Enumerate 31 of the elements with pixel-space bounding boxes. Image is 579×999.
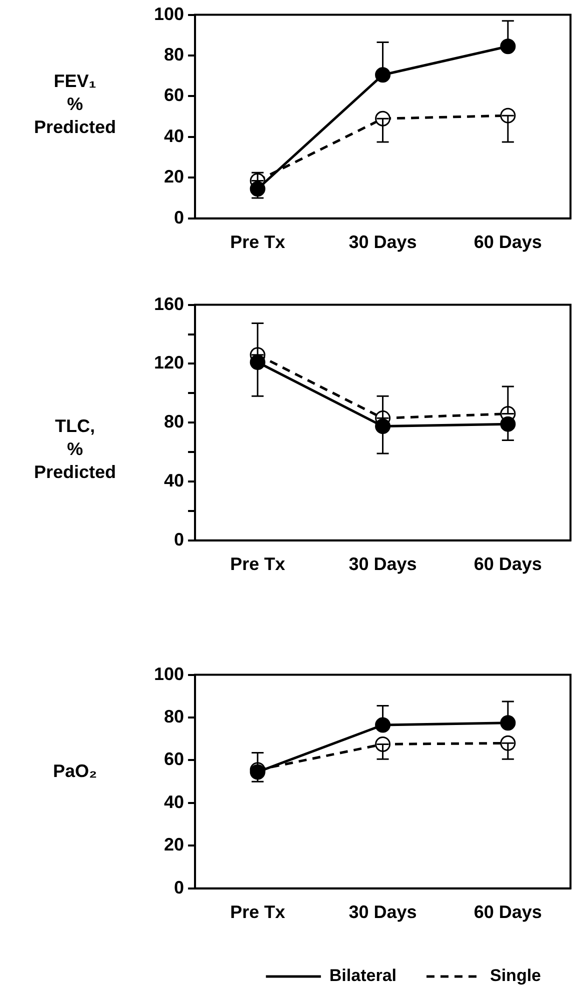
x-tick-label: 30 Days xyxy=(348,232,417,252)
y-tick-label: 80 xyxy=(164,412,184,432)
y-axis-title: FEV₁ % Predicted xyxy=(32,70,118,139)
y-tick-label: 40 xyxy=(164,792,184,812)
y-tick-label: 80 xyxy=(164,706,184,726)
x-tick-label: 60 Days xyxy=(474,232,542,252)
legend-label: Single xyxy=(490,966,542,986)
y-axis-title: TLC, % Predicted xyxy=(32,415,118,484)
x-tick-label: 30 Days xyxy=(348,554,417,574)
y-tick-label: 100 xyxy=(154,664,184,684)
x-tick-label: Pre Tx xyxy=(230,554,286,574)
y-tick-label: 120 xyxy=(154,352,184,373)
legend-label: Bilateral xyxy=(329,966,396,986)
y-tick-label: 60 xyxy=(164,749,184,770)
y-tick-label: 0 xyxy=(174,877,184,898)
y-tick-label: 60 xyxy=(164,85,184,106)
y-tick-label: 40 xyxy=(164,470,184,490)
y-tick-label: 80 xyxy=(164,44,184,64)
x-tick-label: Pre Tx xyxy=(230,232,286,252)
y-tick-label: 20 xyxy=(164,166,184,187)
y-tick-label: 20 xyxy=(164,834,184,855)
y-tick-label: 40 xyxy=(164,126,184,146)
y-tick-label: 160 xyxy=(154,294,184,314)
x-tick-label: 60 Days xyxy=(474,902,542,922)
x-tick-label: 30 Days xyxy=(348,902,417,922)
x-tick-label: Pre Tx xyxy=(230,902,286,922)
y-tick-label: 0 xyxy=(174,207,184,228)
y-tick-label: 100 xyxy=(154,4,184,24)
y-tick-label: 0 xyxy=(174,529,184,550)
x-tick-label: 60 Days xyxy=(474,554,542,574)
y-axis-title: PaO₂ xyxy=(52,760,98,783)
